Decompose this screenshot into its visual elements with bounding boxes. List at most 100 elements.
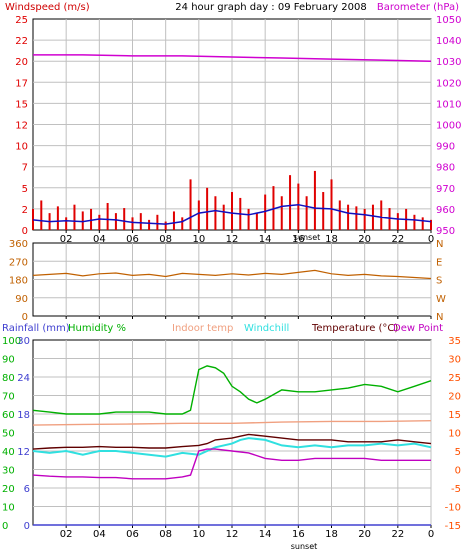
humidity-line (32, 365, 432, 415)
indoor-temp-line (32, 420, 432, 426)
climate-xtick-label: 02 (60, 529, 73, 540)
barometer-tick-label: 980 (436, 163, 455, 174)
wind-xtick-label: 14 (259, 234, 272, 245)
barometer-tick-label: 1000 (436, 121, 461, 132)
windspeed-tick-label: 10 (15, 142, 28, 153)
temperature-tick-label: 10 (448, 429, 461, 440)
wind-xtick-label: 18 (325, 234, 338, 245)
temperature-tick-label: -10 (445, 503, 461, 514)
rainfall-tick-label: 18 (17, 410, 30, 421)
windchill-line (32, 437, 432, 458)
sunset-marker-bottom: sunset (291, 542, 318, 551)
compass-tick-label: E (436, 257, 442, 268)
humidity-tick-label: 20 (2, 484, 15, 495)
windspeed-axis-label: Windspeed (m/s) (5, 2, 90, 13)
climate-xtick-label: 14 (259, 529, 272, 540)
legend-windchill: Windchill (244, 323, 289, 334)
temperature-tick-label: 20 (448, 392, 461, 403)
humidity-tick-label: 40 (2, 447, 15, 458)
wind-direction-line (32, 269, 432, 280)
direction-panel-grid (33, 243, 432, 319)
barometer-tick-label: 1030 (436, 57, 461, 68)
temperature-tick-label: 25 (448, 373, 461, 384)
wind-xtick-label: 16 (292, 234, 305, 245)
compass-tick-label: S (436, 276, 442, 287)
climate-xtick-label: 20 (358, 529, 371, 540)
sunset-marker-top: sunset (294, 233, 321, 242)
barometer-tick-label: 960 (436, 205, 455, 216)
windspeed-tick-label: 20 (15, 57, 28, 68)
barometer-tick-label: 970 (436, 184, 455, 195)
legend-temperature: Temperature (°C) (311, 323, 398, 334)
temperature-tick-label: 30 (448, 355, 461, 366)
windspeed-average-line (32, 203, 432, 225)
temperature-line (32, 433, 432, 450)
windspeed-tick-label: 22 (15, 36, 28, 47)
direction-tick-label: 270 (9, 257, 28, 268)
climate-xtick-label: 18 (325, 529, 338, 540)
humidity-tick-label: 10 (2, 503, 15, 514)
direction-tick-label: 180 (9, 276, 28, 287)
legend-humidity: Humidity % (68, 323, 126, 334)
temperature-tick-label: 0 (455, 466, 461, 477)
barometer-line (33, 54, 432, 62)
temperature-axis-ticks: -15 -10 -5 0 5 10 15 20 25 30 35 (445, 336, 461, 532)
chart-title: 24 hour graph day : 09 February 2008 (175, 2, 366, 13)
wind-xtick-label: 22 (391, 234, 404, 245)
barometer-axis-label: Barometer (hPa) (377, 2, 459, 13)
windspeed-tick-label: 17 (15, 78, 28, 89)
wind-xtick-label: 10 (192, 234, 205, 245)
wind-panel-series (32, 54, 432, 230)
climate-panel-series (32, 365, 432, 526)
barometer-tick-label: 1010 (436, 99, 461, 110)
compass-tick-label: W (436, 294, 446, 305)
climate-xtick-label: 12 (226, 529, 239, 540)
windspeed-tick-label: 2 (22, 205, 28, 216)
barometer-tick-label: 1040 (436, 36, 461, 47)
wind-xtick-label: 06 (126, 234, 139, 245)
climate-xtick-label: 16 (292, 529, 305, 540)
climate-xtick-label: 22 (391, 529, 404, 540)
climate-panel-grid (33, 340, 432, 528)
humidity-tick-label: 60 (2, 410, 15, 421)
temperature-tick-label: 35 (448, 336, 461, 347)
windspeed-tick-label: 5 (22, 184, 28, 195)
wind-xtick-label: 02 (60, 234, 73, 245)
climate-xtick-label: 06 (126, 529, 139, 540)
direction-axis-ticks: 0 90 180 270 360 (9, 239, 28, 323)
humidity-tick-label: 100 (2, 336, 21, 347)
windspeed-tick-label: 0 (22, 226, 28, 237)
wind-panel-time-ticks: 02 04 06 08 10 12 14 16 18 20 22 0 (60, 234, 434, 245)
humidity-tick-label: 50 (2, 429, 15, 440)
barometer-tick-label: 950 (436, 226, 455, 237)
climate-panel-time-ticks: 02 04 06 08 10 12 14 16 18 20 22 0 (60, 529, 434, 540)
wind-xtick-label: 20 (358, 234, 371, 245)
rainfall-tick-label: 24 (17, 373, 30, 384)
legend-dew-point: Dew Point (393, 323, 443, 334)
barometer-tick-label: 1020 (436, 78, 461, 89)
rainfall-axis-ticks: 0 6 12 18 24 30 (17, 336, 30, 532)
humidity-tick-label: 0 (2, 521, 8, 532)
wind-xtick-label: 04 (93, 234, 106, 245)
humidity-tick-label: 30 (2, 466, 15, 477)
direction-tick-label: 90 (15, 294, 28, 305)
direction-tick-label: 0 (22, 312, 28, 323)
windspeed-tick-label: 25 (15, 15, 28, 26)
climate-xtick-label: 10 (192, 529, 205, 540)
legend-indoor-temp: Indoor temp (172, 323, 233, 334)
climate-xtick-label: 0 (428, 529, 434, 540)
barometer-tick-label: 990 (436, 142, 455, 153)
barometer-axis-ticks: 950 960 970 980 990 1000 1010 1020 1030 1040 1050 (436, 15, 461, 237)
rainfall-tick-label: 6 (24, 484, 30, 495)
wind-xtick-label: 0 (428, 234, 434, 245)
rainfall-tick-label: 0 (24, 521, 30, 532)
humidity-tick-label: 80 (2, 373, 15, 384)
humidity-tick-label: 90 (2, 355, 15, 366)
humidity-axis-ticks: 0 10 20 30 40 50 60 70 80 90 100 (2, 336, 21, 532)
temperature-tick-label: -15 (445, 521, 461, 532)
temperature-tick-label: -5 (451, 484, 461, 495)
climate-xtick-label: 04 (93, 529, 106, 540)
